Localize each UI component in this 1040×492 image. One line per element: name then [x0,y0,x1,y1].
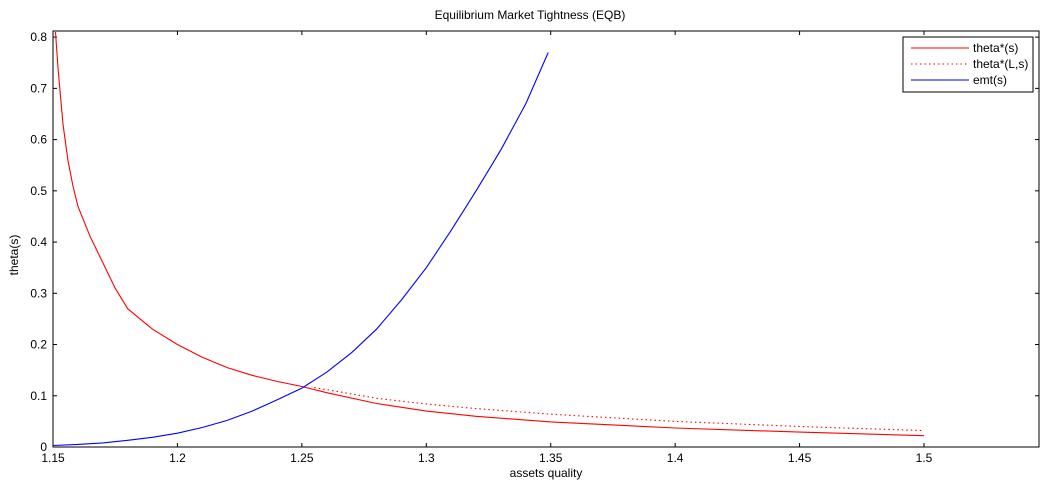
y-tick-label: 0.7 [30,81,47,95]
y-tick-label: 0.8 [30,30,47,44]
x-tick-label: 1.5 [916,451,933,465]
x-tick-label: 1.35 [539,451,563,465]
legend: theta*(s) theta*(L,s) emt(s) [902,36,1034,93]
legend-label: theta*(L,s) [973,57,1028,71]
x-tick-label: 1.15 [41,451,65,465]
legend-label: theta*(s) [973,41,1018,55]
y-tick-label: 0 [40,440,47,454]
y-tick-label: 0.2 [30,338,47,352]
chart-title: Equilibrium Market Tightness (EQB) [435,8,626,22]
y-axis-label: theta(s) [7,235,21,276]
x-axis-label: assets quality [510,466,583,480]
y-tick-label: 0.5 [30,184,47,198]
ticks-layer: 1.15 1.2 1.25 1.3 1.35 1.4 1.45 1.5 0 0.1 0.2 0.3 0.… [30,30,1039,465]
series-line-theta-s [54,31,925,437]
y-tick-label: 0.6 [30,133,47,147]
plot-area [52,30,1040,448]
series-line-emt-s [52,52,549,447]
y-tick-label: 0.3 [30,286,47,300]
series-line-theta-l-s [314,387,925,432]
x-tick-label: 1.25 [290,451,314,465]
x-tick-label: 1.45 [788,451,812,465]
x-tick-label: 1.2 [169,451,186,465]
legend-label: emt(s) [973,73,1007,87]
x-tick-label: 1.3 [418,451,435,465]
x-tick-label: 1.4 [667,451,684,465]
y-tick-label: 0.1 [30,389,47,403]
series-layer [52,31,925,447]
y-tick-label: 0.4 [30,235,47,249]
